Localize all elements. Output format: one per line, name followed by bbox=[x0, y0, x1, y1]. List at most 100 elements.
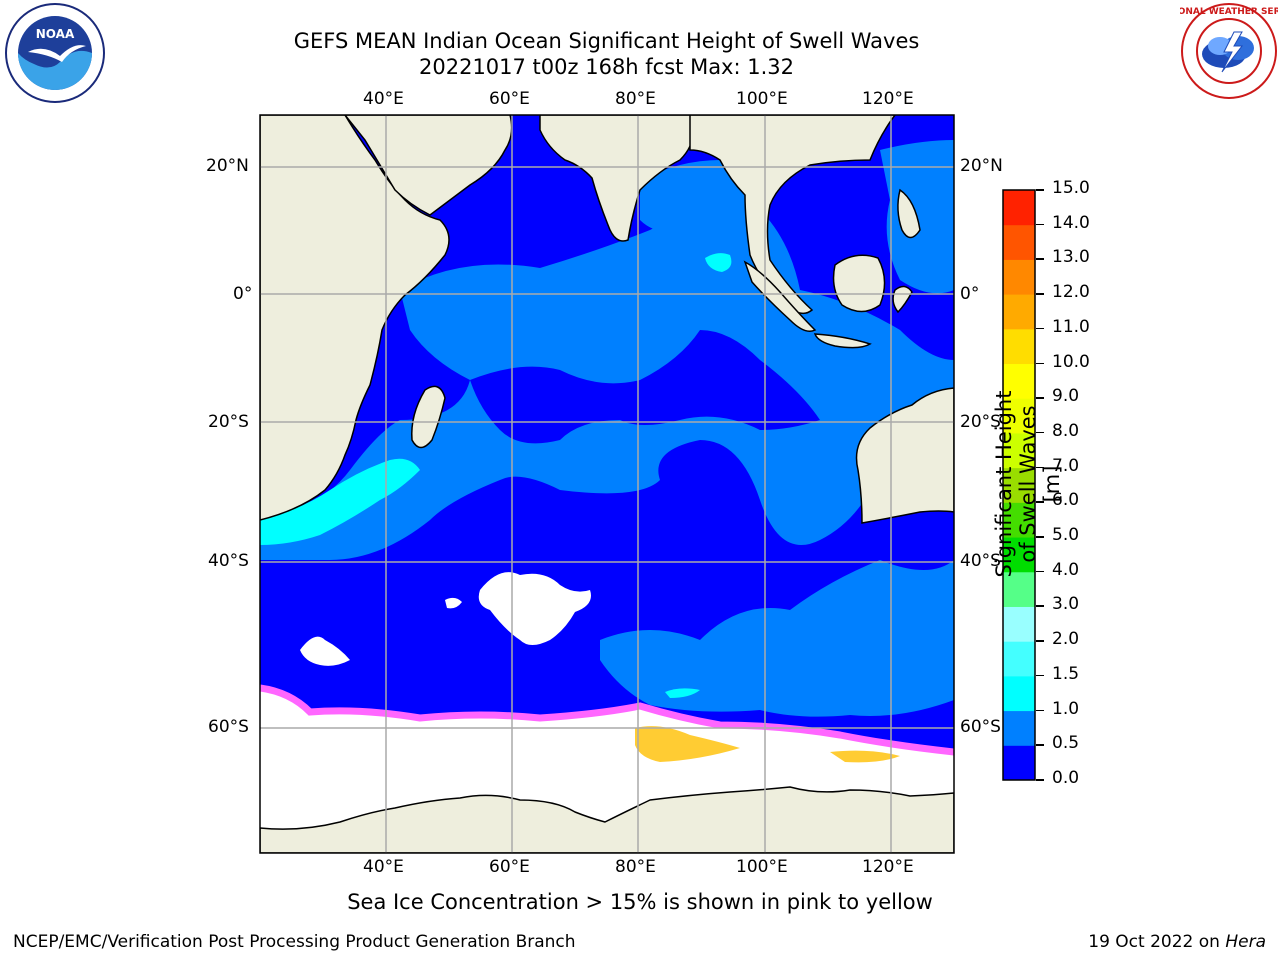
lon-label-bottom-100e: 100°E bbox=[736, 857, 788, 877]
colorbar-tick-mark bbox=[1036, 640, 1044, 642]
colorbar-cell bbox=[1003, 675, 1035, 712]
noaa-logo-text: NOAA bbox=[36, 27, 75, 41]
colorbar-cell bbox=[1003, 641, 1035, 677]
colorbar-cell bbox=[1003, 363, 1035, 399]
lon-label-top-40e: 40°E bbox=[363, 89, 404, 109]
colorbar-tick-label: 10.0 bbox=[1052, 351, 1090, 372]
swell-region-high-3 bbox=[665, 688, 700, 698]
colorbar-tick-mark bbox=[1036, 189, 1044, 191]
colorbar-tick-mark bbox=[1036, 327, 1044, 330]
footer-host: Hera bbox=[1225, 932, 1266, 952]
lon-label-top-60e: 60°E bbox=[489, 89, 530, 109]
colorbar-cell bbox=[1003, 571, 1035, 607]
colorbar-cell bbox=[1003, 467, 1035, 503]
land-philippines bbox=[897, 188, 921, 239]
swell-region-high-2 bbox=[705, 253, 732, 272]
land-se-asia bbox=[689, 115, 896, 315]
colorbar-cells bbox=[1003, 190, 1035, 781]
lat-label-left-60s: 60°S bbox=[208, 717, 249, 737]
colorbar-tick-label: 15.0 bbox=[1052, 178, 1090, 198]
colorbar-cell bbox=[1003, 259, 1035, 295]
ice-white-patch-3 bbox=[445, 597, 462, 609]
colorbar-tick-mark bbox=[1036, 709, 1044, 712]
colorbar-tick-label: 5.0 bbox=[1052, 525, 1080, 546]
colorbar-tick-label: 7.0 bbox=[1052, 455, 1080, 476]
lon-label-bottom-40e: 40°E bbox=[363, 857, 404, 877]
land-sulawesi bbox=[892, 285, 913, 314]
sea-ice-edge-yellow bbox=[635, 726, 740, 762]
footer-credit: NCEP/EMC/Verification Post Processing Pr… bbox=[13, 932, 576, 952]
colorbar-tick-mark bbox=[1036, 223, 1044, 226]
land-sumatra bbox=[743, 260, 817, 332]
colorbar-tick-label: 1.5 bbox=[1052, 663, 1080, 684]
colorbar-tick-mark bbox=[1036, 293, 1044, 295]
colorbar-cell bbox=[1003, 432, 1035, 469]
colorbar-tick-mark bbox=[1036, 397, 1044, 399]
sea-ice-note: Sea Ice Concentration > 15% is shown in … bbox=[347, 890, 933, 914]
swell-region-mid-2 bbox=[470, 330, 820, 444]
nws-logo: NATIONAL WEATHER SERVICE bbox=[1180, 3, 1278, 99]
lat-label-right-20n: 20°N bbox=[960, 156, 1003, 176]
colorbar-tick-mark bbox=[1036, 605, 1044, 607]
colorbar-tick-mark bbox=[1036, 258, 1044, 260]
colorbar-tick-label: 0.0 bbox=[1052, 768, 1080, 788]
map-frame bbox=[259, 114, 955, 854]
land-india bbox=[539, 115, 695, 242]
graticule bbox=[260, 115, 954, 853]
colorbar-cell bbox=[1003, 328, 1035, 365]
lat-label-left-20n: 20°N bbox=[206, 156, 249, 176]
colorbar-label: Significant Height of Swell Waves [m] bbox=[992, 390, 1064, 578]
lat-label-right-20s: 20°S bbox=[960, 412, 1001, 432]
ice-white-patch bbox=[478, 572, 591, 645]
swell-region-mid-3 bbox=[600, 560, 954, 717]
colorbar-tick-label: 9.0 bbox=[1052, 386, 1080, 407]
land-java bbox=[813, 333, 872, 349]
colorbar-cell bbox=[1003, 398, 1035, 434]
lat-label-right-40s: 40°S bbox=[960, 551, 1001, 571]
lat-label-left-20s: 20°S bbox=[208, 412, 249, 432]
colorbar-tick-label: 3.0 bbox=[1052, 594, 1080, 615]
lon-label-bottom-60e: 60°E bbox=[489, 857, 530, 877]
colorbar-tick-mark bbox=[1036, 779, 1044, 781]
colorbar-tick-mark bbox=[1036, 362, 1044, 365]
footer-date: 19 Oct 2022 on Hera bbox=[1088, 932, 1266, 952]
swell-region-high bbox=[260, 458, 420, 545]
colorbar-tick-mark bbox=[1036, 431, 1044, 434]
colorbar-cell bbox=[1003, 606, 1035, 642]
colorbar-tick-label: 14.0 bbox=[1052, 212, 1090, 233]
lat-label-left-40s: 40°S bbox=[208, 551, 249, 571]
sea-ice-edge-yellow-2 bbox=[830, 750, 900, 763]
colorbar-cell bbox=[1003, 294, 1035, 330]
colorbar-tick-label: 13.0 bbox=[1052, 247, 1090, 268]
colorbar-tick-label: 12.0 bbox=[1052, 282, 1090, 303]
title-line-1: GEFS MEAN Indian Ocean Significant Heigh… bbox=[293, 29, 920, 53]
lon-label-top-80e: 80°E bbox=[615, 89, 656, 109]
colorbar-cell bbox=[1003, 190, 1035, 226]
noaa-logo: NOAA bbox=[5, 3, 105, 103]
footer-date-text: 19 Oct 2022 on bbox=[1088, 932, 1226, 952]
colorbar-tick-mark bbox=[1036, 570, 1044, 573]
land-madagascar bbox=[411, 385, 446, 449]
colorbar-tick-mark bbox=[1036, 744, 1044, 746]
sea-ice-edge-pink bbox=[260, 684, 954, 756]
chart-title: GEFS MEAN Indian Ocean Significant Heigh… bbox=[0, 28, 1213, 80]
colorbar-tick-label: 1.0 bbox=[1052, 698, 1080, 719]
colorbar-tick-mark bbox=[1036, 536, 1044, 538]
colorbar-cell bbox=[1003, 224, 1035, 260]
colorbar bbox=[1002, 189, 1036, 781]
lat-label-left-0: 0° bbox=[233, 284, 253, 304]
nws-logo-text: NATIONAL WEATHER SERVICE bbox=[1180, 7, 1278, 17]
lon-label-top-120e: 120°E bbox=[862, 89, 914, 109]
land-antarctica bbox=[260, 786, 954, 853]
colorbar-tick-mark bbox=[1036, 466, 1044, 469]
colorbar-tick-mark bbox=[1036, 501, 1044, 503]
colorbar-tick-label: 11.0 bbox=[1052, 316, 1090, 337]
colorbar-cell bbox=[1003, 745, 1035, 781]
colorbar-tick-label: 2.0 bbox=[1052, 629, 1080, 650]
colorbar-cell bbox=[1003, 502, 1035, 538]
colorbar-tick-label: 0.5 bbox=[1052, 733, 1080, 754]
colorbar-tick-label: 6.0 bbox=[1052, 490, 1080, 511]
colorbar-frame bbox=[1002, 189, 1036, 781]
lon-label-top-100e: 100°E bbox=[736, 89, 788, 109]
